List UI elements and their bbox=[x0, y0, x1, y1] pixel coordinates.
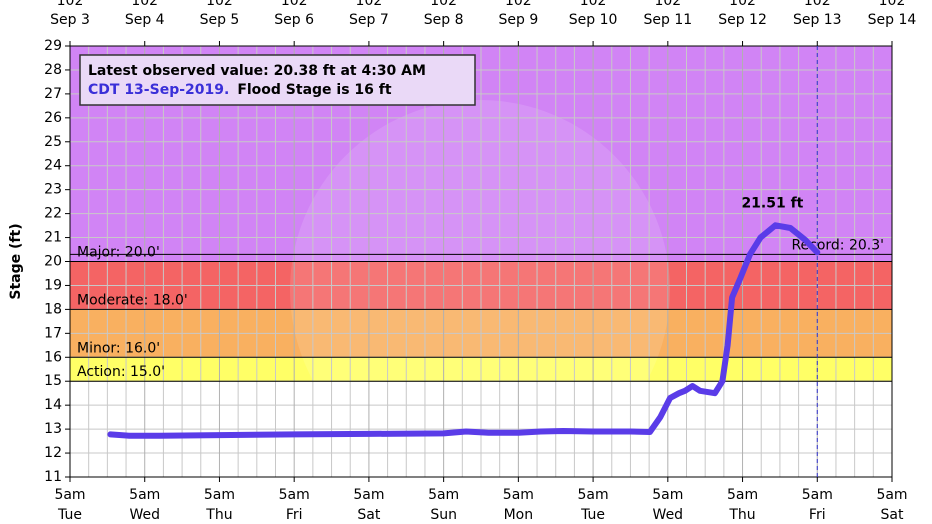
y-tick-label: 21 bbox=[44, 230, 62, 246]
top-date: Sep 11 bbox=[643, 12, 692, 28]
top-date: Sep 12 bbox=[718, 12, 767, 28]
y-tick-label: 25 bbox=[44, 134, 62, 150]
y-tick-label: 16 bbox=[44, 349, 62, 365]
info-line: Latest observed value: 20.38 ft at 4:30 … bbox=[88, 63, 426, 79]
threshold-label: Action: 15.0' bbox=[77, 364, 165, 380]
threshold-label: Major: 20.0' bbox=[77, 245, 160, 261]
x-tick-label: 5am bbox=[353, 487, 384, 503]
x-tick-label: 5am bbox=[578, 487, 609, 503]
x-tick-label: 5am bbox=[652, 487, 683, 503]
x-tick-day: Thu bbox=[205, 507, 232, 523]
x-tick-label: 5am bbox=[279, 487, 310, 503]
y-tick-label: 15 bbox=[44, 373, 62, 389]
x-tick-label: 5am bbox=[204, 487, 235, 503]
x-tick-label: 5am bbox=[129, 487, 160, 503]
info-box bbox=[79, 54, 476, 106]
top-number: 102 bbox=[505, 0, 532, 9]
y-tick-label: 22 bbox=[44, 206, 62, 222]
y-tick-label: 27 bbox=[44, 86, 62, 102]
x-tick-day: Tue bbox=[580, 507, 605, 523]
x-tick-label: 5am bbox=[503, 487, 534, 503]
y-tick-label: 12 bbox=[44, 445, 62, 461]
info-flood-stage: Flood Stage is 16 ft bbox=[237, 82, 392, 98]
top-date: Sep 4 bbox=[125, 12, 165, 28]
top-date: Sep 3 bbox=[50, 12, 90, 28]
y-tick-label: 13 bbox=[44, 421, 62, 437]
info-line: CDT 13-Sep-2019. Flood Stage is 16 ft bbox=[88, 82, 392, 98]
stage-line bbox=[107, 222, 821, 439]
y-tick-label: 19 bbox=[44, 277, 62, 293]
watermark bbox=[290, 100, 670, 480]
y-tick-label: 20 bbox=[44, 254, 62, 270]
x-tick-label: 5am bbox=[54, 487, 85, 503]
top-number: 102 bbox=[430, 0, 457, 9]
info-date: CDT 13-Sep-2019. bbox=[88, 82, 229, 98]
x-tick-day: Fri bbox=[286, 507, 303, 523]
x-tick-day: Sun bbox=[430, 507, 457, 523]
y-axis-label: Stage (ft) bbox=[8, 223, 24, 299]
x-tick-day: Sat bbox=[881, 507, 904, 523]
y-tick-label: 17 bbox=[44, 325, 62, 341]
top-date: Sep 8 bbox=[424, 12, 464, 28]
y-tick-label: 14 bbox=[44, 397, 62, 413]
top-number: 102 bbox=[57, 0, 84, 9]
y-tick-label: 18 bbox=[44, 301, 62, 317]
y-tick-label: 11 bbox=[44, 469, 62, 485]
top-number: 102 bbox=[580, 0, 607, 9]
top-date: Sep 7 bbox=[349, 12, 389, 28]
top-number: 102 bbox=[654, 0, 681, 9]
top-date: Sep 10 bbox=[569, 12, 618, 28]
x-tick-day: Thu bbox=[728, 507, 755, 523]
threshold-label: Moderate: 18.0' bbox=[77, 292, 188, 308]
top-date: Sep 13 bbox=[793, 12, 842, 28]
top-number: 102 bbox=[729, 0, 756, 9]
top-date: Sep 5 bbox=[200, 12, 240, 28]
top-number: 102 bbox=[281, 0, 308, 9]
top-number: 102 bbox=[131, 0, 158, 9]
top-date: Sep 6 bbox=[274, 12, 314, 28]
y-tick-label: 28 bbox=[44, 62, 62, 78]
top-date: Sep 9 bbox=[498, 12, 538, 28]
x-tick-day: Mon bbox=[504, 507, 534, 523]
x-tick-label: 5am bbox=[802, 487, 833, 503]
top-date: Sep 14 bbox=[868, 12, 917, 28]
x-tick-day: Wed bbox=[129, 507, 160, 523]
x-tick-label: 5am bbox=[428, 487, 459, 503]
x-tick-day: Sat bbox=[357, 507, 380, 523]
x-tick-label: 5am bbox=[727, 487, 758, 503]
y-tick-label: 23 bbox=[44, 182, 62, 198]
threshold-label: Minor: 16.0' bbox=[77, 340, 160, 356]
peak-label: 21.51 ft bbox=[741, 195, 803, 211]
x-tick-label: 5am bbox=[876, 487, 907, 503]
top-number: 102 bbox=[879, 0, 906, 9]
x-tick-day: Fri bbox=[809, 507, 826, 523]
top-number: 102 bbox=[206, 0, 233, 9]
y-tick-label: 26 bbox=[44, 110, 62, 126]
y-tick-label: 29 bbox=[44, 38, 62, 54]
top-number: 102 bbox=[356, 0, 383, 9]
top-number: 102 bbox=[804, 0, 831, 9]
y-tick-label: 24 bbox=[44, 158, 62, 174]
x-tick-day: Wed bbox=[653, 507, 684, 523]
x-tick-day: Tue bbox=[57, 507, 82, 523]
